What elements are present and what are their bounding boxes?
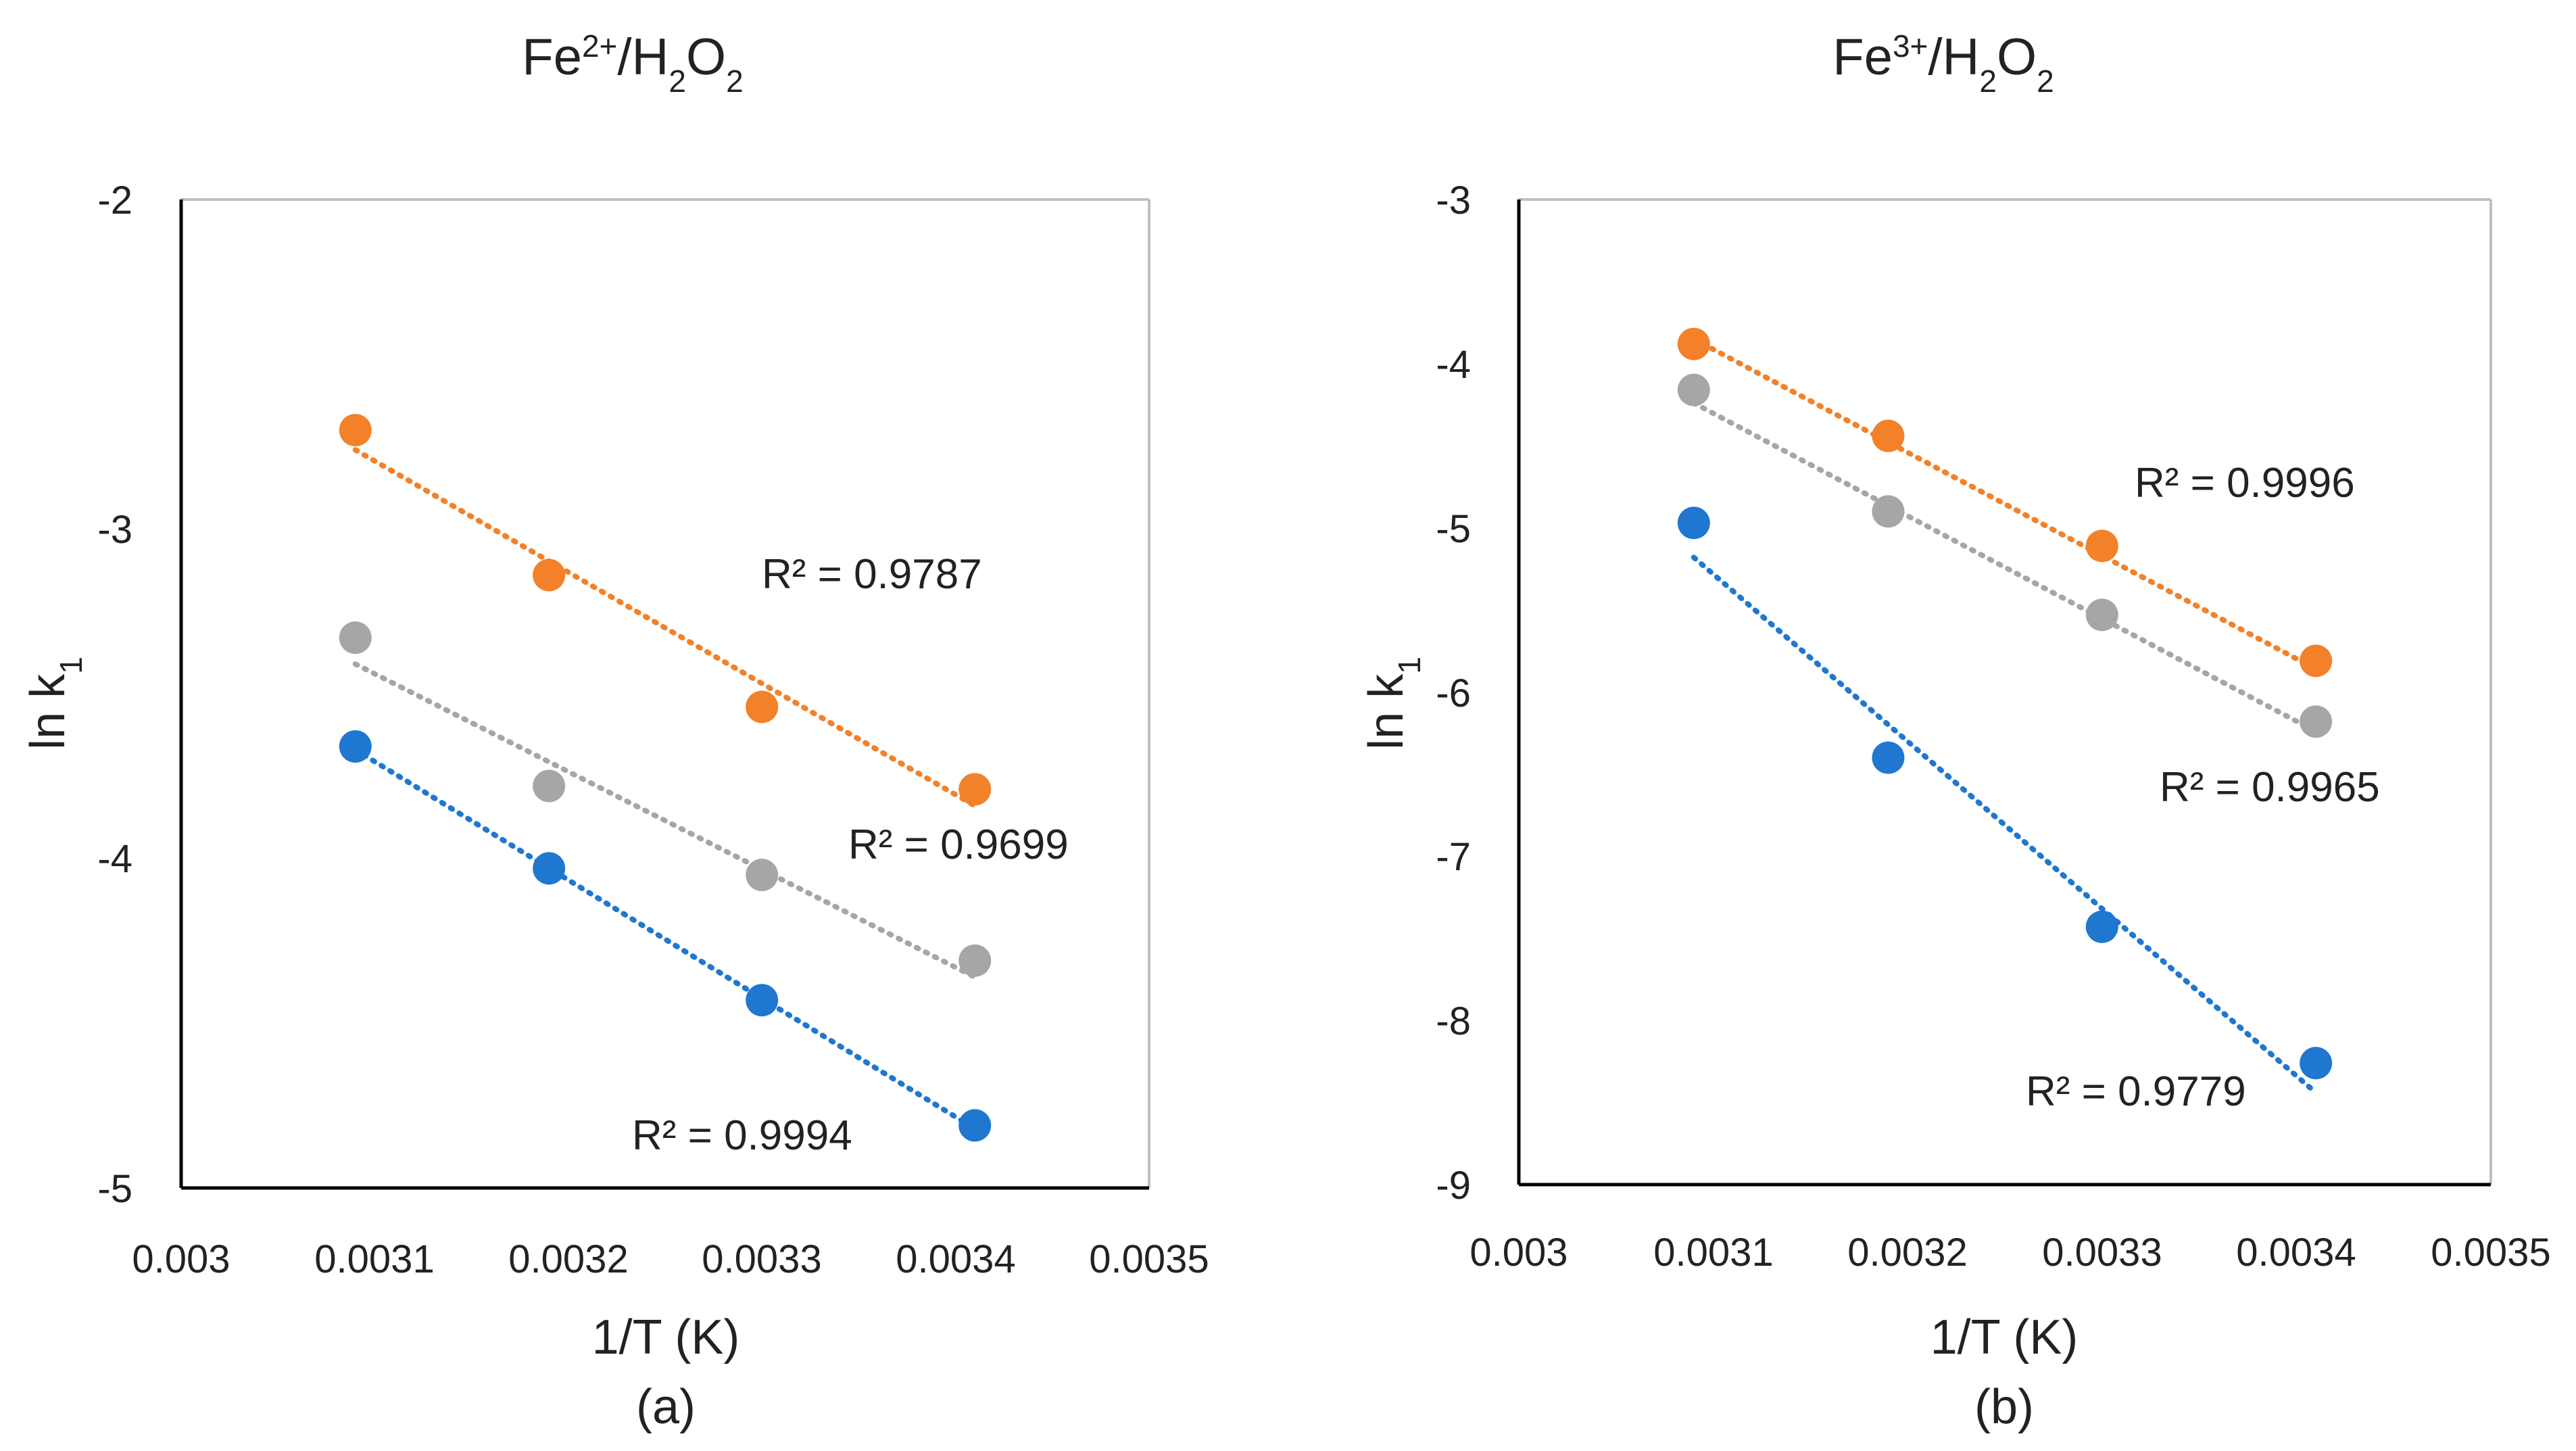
chart-b-point-blue: [2300, 1047, 2333, 1080]
chart-b-point-blue: [1677, 506, 1710, 540]
chart-a-x-tick: 0.0034: [896, 1237, 1015, 1281]
chart-b-x-tick-labels: 0.003 0.0031 0.0032 0.0033 0.0034 0.0035: [1469, 1231, 2550, 1275]
chart-a-trendlines: [352, 447, 978, 1132]
chart-b-r2-label-gray: R² = 0.9965: [2160, 764, 2380, 811]
chart-a-x-tick: 0.0035: [1089, 1237, 1209, 1281]
chart-a-r2-labels: R² = 0.9787 R² = 0.9699 R² = 0.9994: [632, 551, 1069, 1159]
chart-a-r2-label-orange: R² = 0.9787: [762, 551, 982, 598]
chart-b-r2-label-blue: R² = 0.9779: [2026, 1068, 2246, 1115]
chart-a-trendline-blue: [352, 746, 978, 1132]
chart-a-trendline-orange: [352, 447, 978, 809]
chart-b-point-orange: [1872, 419, 1905, 452]
chart-b-y-tick: -6: [1436, 671, 1471, 715]
chart-a-point-gray: [746, 859, 779, 892]
chart-b-r2-label-orange: R² = 0.9996: [2135, 460, 2355, 506]
chart-b-caption: (b): [1974, 1380, 2034, 1434]
chart-a-x-axis-label: 1/T (K): [592, 1310, 740, 1364]
chart-b-points: [1677, 327, 2333, 1080]
chart-b-r2-labels: R² = 0.9996 R² = 0.9965 R² = 0.9779: [2026, 460, 2380, 1115]
chart-a-caption: (a): [636, 1380, 696, 1434]
chart-a-y-tick-labels: -2 -3 -4 -5: [97, 179, 132, 1211]
chart-b-trendline-orange: [1691, 336, 2319, 672]
chart-b-point-orange: [2300, 644, 2333, 677]
chart-b-point-gray: [1872, 495, 1905, 528]
chart-a-x-tick: 0.0031: [314, 1237, 434, 1281]
chart-b-point-gray: [2085, 598, 2118, 632]
chart-a-point-gray: [958, 944, 992, 977]
chart-a-point-orange: [958, 773, 992, 806]
chart-a-y-tick: -5: [97, 1167, 132, 1211]
chart-a-y-tick: -4: [97, 837, 132, 881]
chart-a-point-blue: [533, 852, 566, 885]
chart-b-y-tick: -9: [1436, 1164, 1471, 1208]
chart-a-x-tick: 0.0032: [508, 1237, 628, 1281]
chart-a-x-tick-labels: 0.003 0.0031 0.0032 0.0033 0.0034 0.0035: [132, 1237, 1209, 1281]
chart-a-points: [339, 414, 992, 1142]
chart-a-x-tick: 0.0033: [702, 1237, 821, 1281]
chart-a-point-blue: [746, 984, 779, 1017]
chart-a-point-gray: [339, 621, 372, 655]
chart-b-trendline-blue: [1691, 554, 2319, 1096]
chart-a-point-orange: [746, 690, 779, 723]
chart-a: Fe2+/H2O2 0.003 0.0031 0.0032 0.0033 0.0…: [21, 28, 1209, 1434]
chart-b-point-blue: [2085, 910, 2118, 943]
chart-b-y-axis-label: ln k1: [1359, 657, 1427, 750]
chart-a-trendline-gray: [352, 661, 978, 980]
chart-b-x-axis-label: 1/T (K): [1930, 1310, 2079, 1364]
chart-b-point-orange: [1677, 327, 1710, 360]
chart-b-point-gray: [1677, 373, 1710, 406]
chart-b: Fe3+/H2O2 0.003 0.0031 0.0032 0.0033 0.0…: [1359, 28, 2551, 1434]
chart-b-trendline-gray: [1691, 400, 2319, 734]
chart-b-y-tick: -8: [1436, 999, 1471, 1043]
chart-a-point-orange: [533, 558, 566, 592]
chart-a-y-tick: -2: [97, 179, 132, 222]
chart-b-trendlines: [1691, 336, 2319, 1096]
chart-a-plot-frame: [179, 198, 1150, 1190]
chart-b-y-tick: -7: [1436, 835, 1471, 879]
chart-a-point-blue: [339, 730, 372, 763]
chart-b-plot-frame: [1517, 198, 2492, 1187]
chart-a-point-blue: [958, 1109, 992, 1142]
chart-a-r2-label-gray: R² = 0.9699: [848, 822, 1069, 868]
chart-b-x-tick: 0.0033: [2042, 1231, 2162, 1275]
chart-a-point-gray: [533, 769, 566, 803]
chart-b-x-tick: 0.0031: [1653, 1231, 1773, 1275]
chart-b-x-tick: 0.0035: [2431, 1231, 2550, 1275]
chart-b-point-orange: [2085, 529, 2118, 563]
chart-b-y-tick: -3: [1436, 179, 1471, 222]
chart-a-x-tick: 0.003: [132, 1237, 230, 1281]
chart-a-r2-label-blue: R² = 0.9994: [632, 1112, 852, 1159]
chart-b-point-gray: [2300, 705, 2333, 738]
chart-a-y-axis-label: ln k1: [21, 657, 89, 750]
chart-b-y-tick: -4: [1436, 343, 1471, 387]
chart-b-x-tick: 0.0034: [2236, 1231, 2356, 1275]
chart-a-y-tick: -3: [97, 508, 132, 552]
chart-b-title: Fe3+/H2O2: [1832, 28, 2053, 99]
chart-a-title: Fe2+/H2O2: [522, 28, 743, 99]
chart-b-y-tick: -5: [1436, 507, 1471, 551]
chart-b-point-blue: [1872, 741, 1905, 774]
chart-b-y-tick-labels: -3 -4 -5 -6 -7 -8 -9: [1436, 179, 1471, 1208]
chart-b-x-tick: 0.0032: [1847, 1231, 1967, 1275]
chart-b-x-tick: 0.003: [1469, 1231, 1568, 1275]
chart-a-point-orange: [339, 414, 372, 447]
